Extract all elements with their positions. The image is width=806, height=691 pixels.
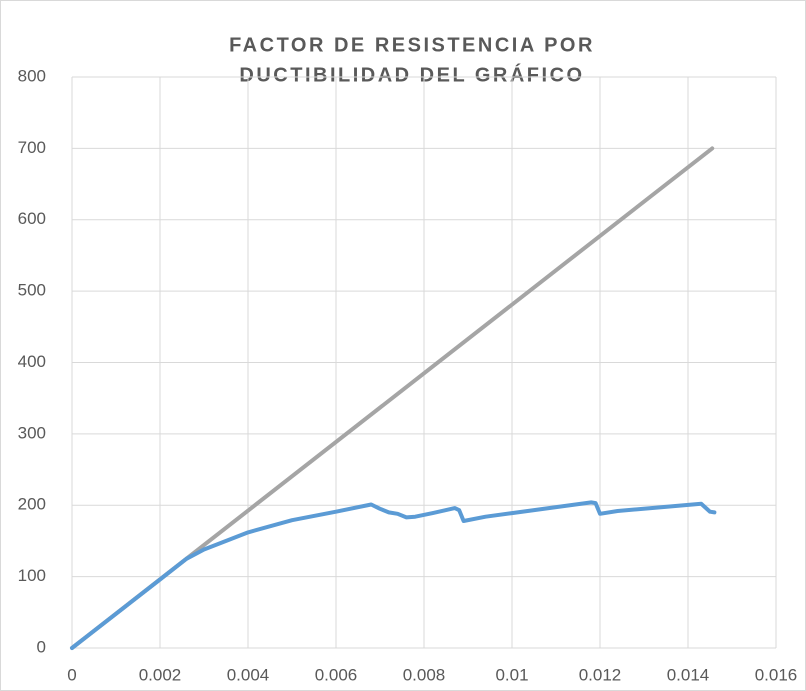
x-tick-label: 0.01 (495, 665, 528, 684)
y-tick-label: 800 (18, 66, 46, 85)
y-tick-label: 700 (18, 138, 46, 157)
x-tick-label: 0.006 (315, 665, 358, 684)
chart-title: DUCTIBILIDAD DEL GRÁFICO (239, 63, 584, 86)
y-tick-label: 300 (18, 423, 46, 442)
y-tick-label: 600 (18, 209, 46, 228)
y-tick-label: 500 (18, 281, 46, 300)
x-tick-label: 0.016 (755, 665, 798, 684)
x-tick-label: 0.008 (403, 665, 446, 684)
line-series (70, 500, 717, 650)
y-tick-label: 100 (18, 566, 46, 585)
chart-title: FACTOR DE RESISTENCIA POR (229, 34, 595, 56)
y-tick-label: 200 (18, 495, 46, 514)
x-tick-label: 0.012 (579, 665, 622, 684)
x-tick-label: 0.014 (667, 665, 710, 684)
x-tick-label: 0.002 (139, 665, 182, 684)
y-tick-label: 400 (18, 352, 46, 371)
y-tick-label: 0 (37, 637, 46, 656)
x-tick-label: 0 (67, 665, 76, 684)
x-tick-label: 0.004 (227, 665, 270, 684)
